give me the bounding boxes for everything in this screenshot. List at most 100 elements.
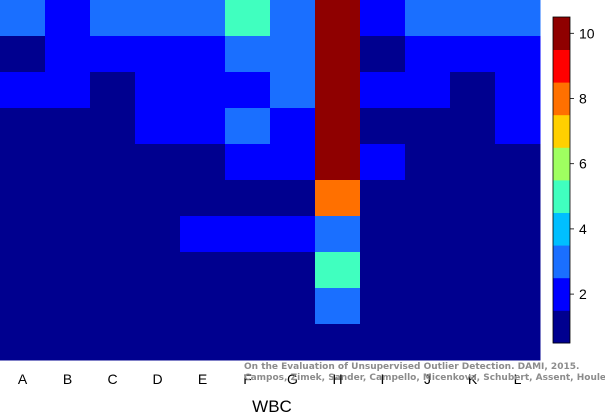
heatmap-cell — [405, 180, 451, 217]
heatmap-cell — [180, 180, 226, 217]
heatmap-cell — [360, 216, 406, 253]
heatmap-cell — [495, 144, 541, 181]
heatmap-cell — [180, 108, 226, 145]
heatmap-cell — [45, 324, 91, 361]
colorbar-segment — [553, 147, 570, 181]
heatmap-cell — [135, 324, 181, 361]
heatmap-cell — [90, 0, 136, 37]
heatmap-cell — [405, 0, 451, 37]
heatmap-cell — [270, 180, 316, 217]
colorbar-segment — [553, 212, 570, 246]
heatmap-cell — [315, 0, 361, 37]
heatmap-cell — [0, 72, 46, 109]
x-tick-label: G — [287, 371, 298, 387]
heatmap-cell — [225, 0, 271, 37]
heatmap-cell — [315, 288, 361, 325]
heatmap-cell — [45, 252, 91, 289]
heatmap-cell — [360, 72, 406, 109]
heatmap-cell — [45, 144, 91, 181]
heatmap-cell — [45, 108, 91, 145]
x-tick-label: A — [18, 371, 28, 387]
heatmap-cell — [450, 180, 496, 217]
heatmap-cell — [90, 72, 136, 109]
heatmap-cell — [270, 108, 316, 145]
x-axis-label: WBC — [252, 397, 292, 413]
heatmap-cell — [225, 288, 271, 325]
heatmap-cell — [225, 324, 271, 361]
heatmap-cell — [360, 144, 406, 181]
heatmap-cell — [135, 0, 181, 37]
heatmap-cell — [90, 108, 136, 145]
heatmap-cell — [405, 144, 451, 181]
heatmap-cell — [0, 180, 46, 217]
heatmap-cell — [450, 108, 496, 145]
colorbar-tick-labels: 2 4 6 8 10 — [570, 25, 595, 302]
heatmap-cell — [495, 216, 541, 253]
heatmap-cell — [450, 288, 496, 325]
heatmap-cell — [450, 72, 496, 109]
heatmap-cell — [495, 36, 541, 73]
colorbar-tick-label: 10 — [579, 25, 595, 41]
heatmap-cell — [90, 180, 136, 217]
heatmap-cell — [0, 0, 46, 37]
x-tick-label: K — [468, 371, 478, 387]
x-tick-labels: A B C D E F G H I J K L — [18, 371, 522, 387]
heatmap-cell — [135, 108, 181, 145]
heatmap-cell — [0, 144, 46, 181]
heatmap-cell — [270, 144, 316, 181]
heatmap-cell — [270, 324, 316, 361]
colorbar-frame — [552, 16, 571, 344]
citation-line-2: Campos, Zimek, Sander, Campello, Micenko… — [244, 373, 605, 383]
heatmap-cell — [360, 324, 406, 361]
heatmap-cell — [0, 252, 46, 289]
heatmap-cell — [225, 180, 271, 217]
heatmap-cell — [225, 216, 271, 253]
heatmap-cell — [45, 36, 91, 73]
heatmap-cell — [135, 252, 181, 289]
heatmap-cell — [315, 72, 361, 109]
heatmap-cell — [405, 252, 451, 289]
heatmap-cell — [180, 72, 226, 109]
heatmap-cell — [225, 108, 271, 145]
heatmap-cell — [45, 0, 91, 37]
heatmap-cell — [405, 36, 451, 73]
heatmap-cell — [315, 324, 361, 361]
heatmap-cells — [0, 0, 541, 361]
heatmap-cell — [135, 288, 181, 325]
heatmap-cell — [270, 216, 316, 253]
heatmap-cell — [405, 324, 451, 361]
heatmap-cell — [180, 36, 226, 73]
x-tick-label: E — [198, 371, 207, 387]
heatmap-cell — [315, 36, 361, 73]
heatmap-cell — [270, 252, 316, 289]
heatmap-cell — [360, 252, 406, 289]
heatmap-cell — [90, 216, 136, 253]
heatmap-cell — [450, 36, 496, 73]
heatmap-cell — [90, 252, 136, 289]
heatmap-cell — [135, 216, 181, 253]
colorbar-segment — [553, 82, 570, 116]
colorbar — [552, 16, 571, 344]
heatmap-cell — [225, 144, 271, 181]
heatmap-cell — [405, 72, 451, 109]
heatmap-cell — [180, 144, 226, 181]
heatmap-cell — [45, 288, 91, 325]
heatmap-cell — [180, 216, 226, 253]
heatmap-cell — [315, 180, 361, 217]
heatmap-cell — [180, 324, 226, 361]
heatmap-cell — [270, 0, 316, 37]
heatmap-cell — [360, 180, 406, 217]
heatmap-cell — [135, 144, 181, 181]
heatmap-cell — [0, 324, 46, 361]
colorbar-segment — [553, 114, 570, 148]
heatmap-cell — [225, 72, 271, 109]
heatmap-cell — [0, 108, 46, 145]
colorbar-tick-label: 2 — [579, 286, 587, 302]
colorbar-tick-label: 4 — [579, 221, 587, 237]
x-tick-label: I — [381, 371, 385, 387]
heatmap-cell — [315, 252, 361, 289]
heatmap-cell — [270, 36, 316, 73]
heatmap-cell — [270, 288, 316, 325]
heatmap-cell — [315, 144, 361, 181]
